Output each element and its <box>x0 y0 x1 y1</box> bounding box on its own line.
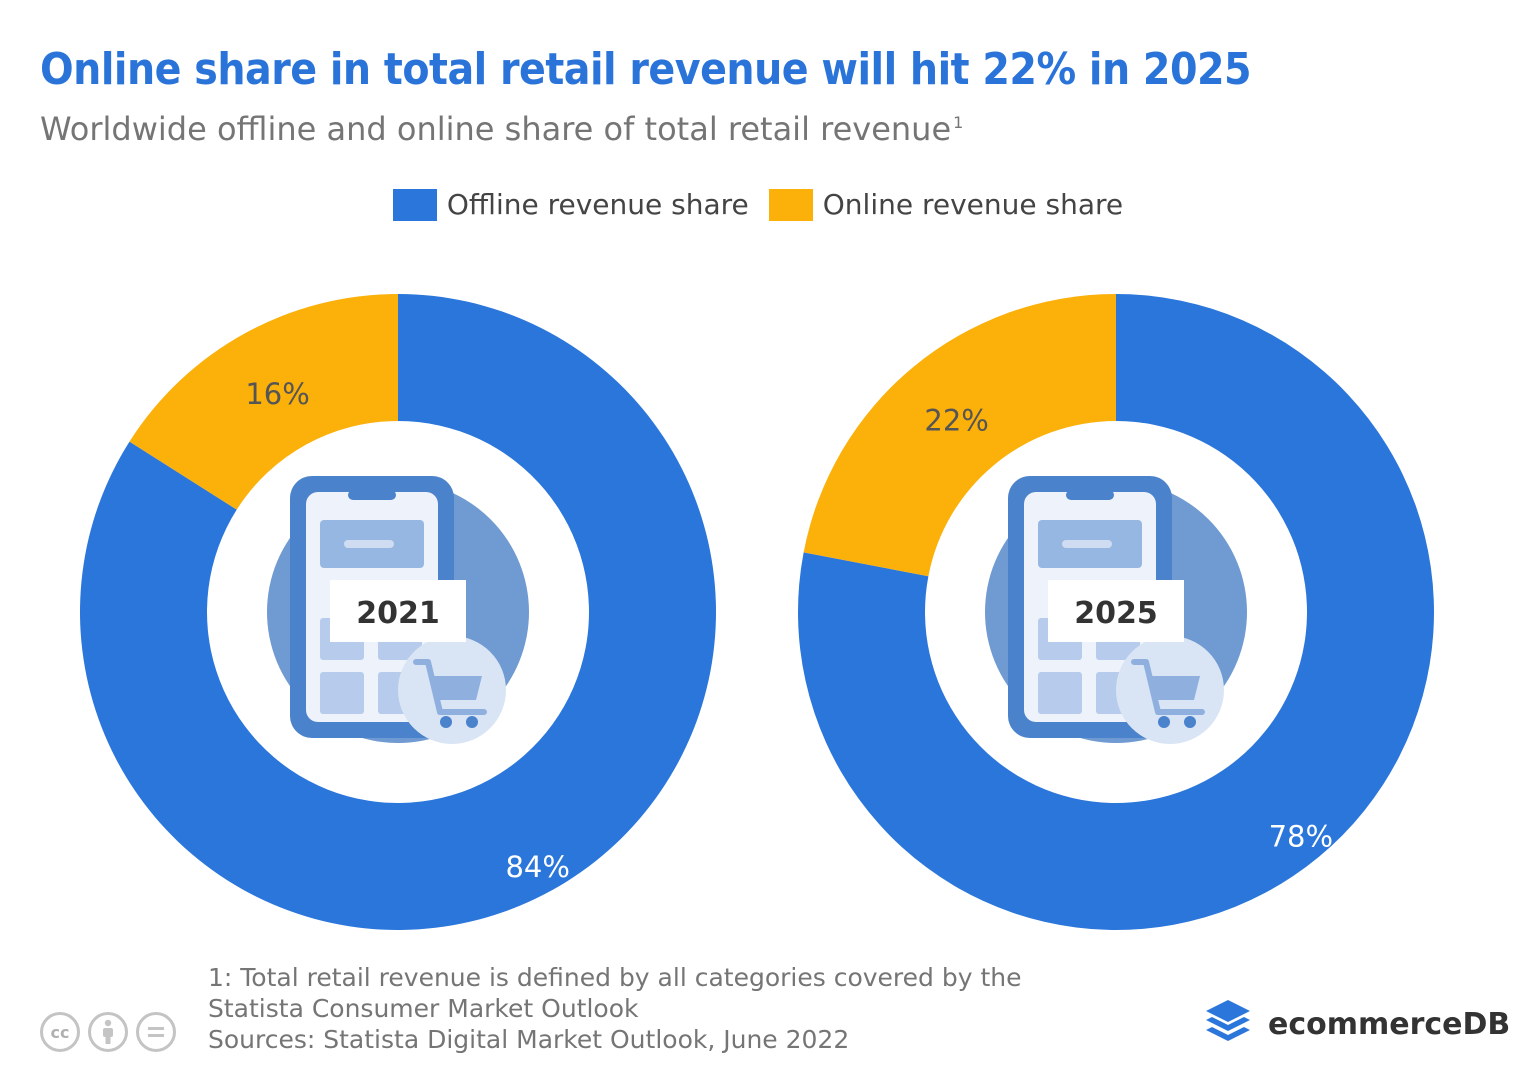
slice-offline <box>79 294 717 930</box>
slice-online <box>803 294 1116 577</box>
footnote-sources: Sources: Statista Digital Market Outlook… <box>208 1025 850 1054</box>
legend-label-online: Online revenue share <box>822 188 1124 221</box>
legend-item-offline: Offline revenue share <box>392 188 749 221</box>
subtitle-text: Worldwide offline and online share of to… <box>40 110 952 148</box>
data-label-online: 16% <box>245 377 309 411</box>
license-badges: cc <box>40 1012 176 1052</box>
data-label-offline: 78% <box>1269 819 1333 853</box>
phone-shopping-icon <box>267 476 529 744</box>
cc-icon: cc <box>40 1012 80 1052</box>
legend-swatch-online <box>768 188 813 221</box>
brand-logo: ecommerceDB <box>1204 998 1510 1050</box>
slice-offline <box>797 294 1434 930</box>
data-label-offline: 84% <box>505 850 569 884</box>
year-label: 2025 <box>1074 596 1158 631</box>
year-label: 2021 <box>356 596 440 631</box>
donut-chart-2021: 84% 16% 2021 <box>79 294 717 930</box>
footnote: 1: Total retail revenue is defined by al… <box>208 962 1021 1055</box>
donut-chart-2025: 78% 22% 2025 <box>797 294 1434 930</box>
nd-icon <box>136 1012 176 1052</box>
legend-swatch-offline <box>392 188 437 221</box>
by-icon <box>88 1012 128 1052</box>
year-label-box <box>1048 580 1184 642</box>
data-label-online: 22% <box>924 403 988 437</box>
layers-logo-icon <box>1206 1000 1250 1041</box>
legend: Offline revenue share Online revenue sha… <box>0 188 1516 221</box>
subtitle-footnote-mark: 1 <box>953 113 964 133</box>
legend-label-offline: Offline revenue share <box>446 188 749 221</box>
footnote-line-2: Statista Consumer Market Outlook <box>208 994 639 1023</box>
chart-title: Online share in total retail revenue wil… <box>40 44 1252 95</box>
year-label-box <box>330 580 466 642</box>
footnote-line-1: 1: Total retail revenue is defined by al… <box>208 963 1022 992</box>
slice-online <box>129 294 398 510</box>
legend-item-online: Online revenue share <box>768 188 1124 221</box>
chart-subtitle: Worldwide offline and online share of to… <box>40 110 963 148</box>
brand-name: ecommerceDB <box>1268 1006 1511 1042</box>
